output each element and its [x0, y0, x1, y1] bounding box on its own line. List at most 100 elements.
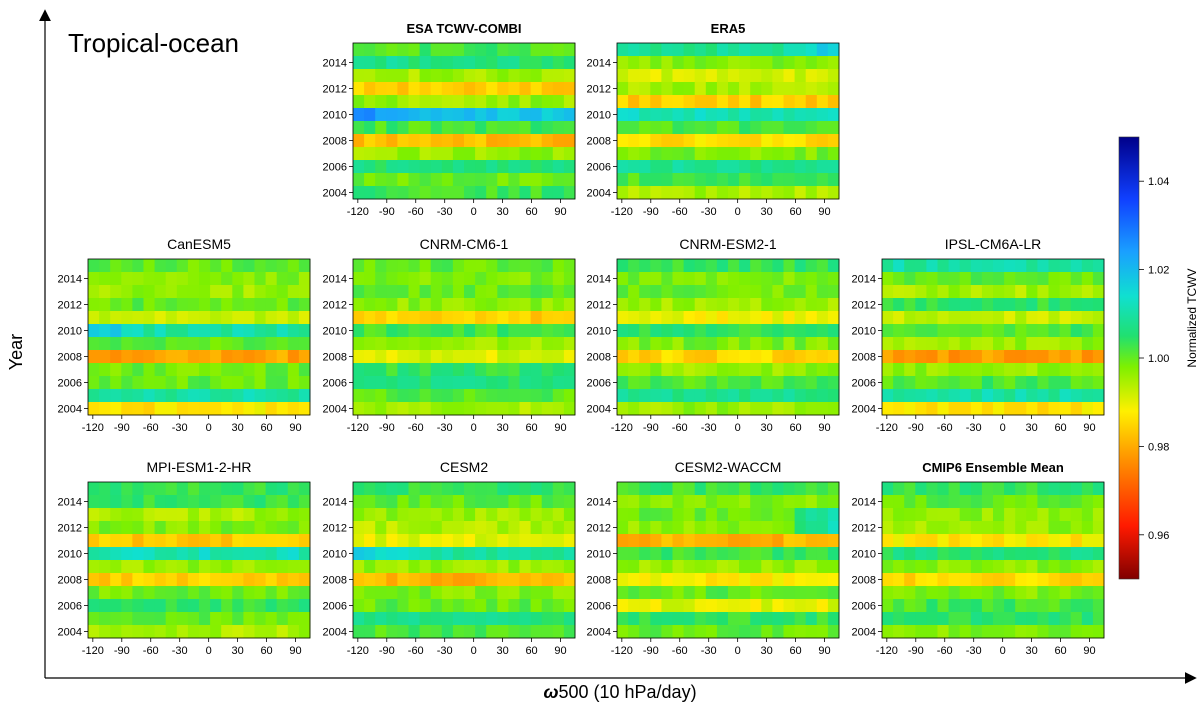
heatmap-cell — [683, 612, 696, 626]
heatmap-cell — [683, 534, 696, 548]
heatmap-cell — [541, 147, 554, 161]
heatmap-cell — [452, 547, 465, 561]
heatmap-cell — [287, 586, 300, 600]
heatmap-cell — [530, 586, 543, 600]
heatmap-cell — [650, 482, 662, 496]
heatmap-cell — [893, 389, 905, 403]
heatmap-cell — [508, 599, 520, 613]
heatmap-cell — [232, 573, 244, 587]
x-tick-label: 30 — [231, 645, 243, 657]
heatmap-cell — [397, 108, 409, 122]
heatmap-cell — [705, 311, 718, 325]
heatmap-cell — [110, 363, 122, 377]
heatmap-cell — [530, 534, 543, 548]
heatmap-cell — [353, 324, 365, 338]
heatmap-cell — [232, 272, 244, 286]
heatmap-cell — [783, 521, 795, 535]
heatmap-cell — [959, 573, 972, 587]
heatmap-cell — [364, 560, 376, 574]
heatmap-cell — [948, 259, 961, 273]
heatmap-cell — [628, 311, 640, 325]
heatmap-cell — [705, 586, 718, 600]
heatmap-cell — [1092, 389, 1105, 403]
heatmap-cell — [904, 508, 916, 522]
heatmap-cell — [243, 272, 255, 286]
heatmap-cell — [639, 95, 651, 109]
heatmap-cell — [1048, 547, 1060, 561]
heatmap-cell — [386, 363, 398, 377]
heatmap-cell — [430, 599, 443, 613]
heatmap-cell — [683, 272, 696, 286]
heatmap-cell — [265, 508, 278, 522]
heatmap-cell — [617, 337, 629, 351]
heatmap-cell — [552, 134, 565, 148]
heatmap-cell — [1026, 573, 1038, 587]
heatmap-cell — [419, 337, 432, 351]
heatmap-cell — [497, 108, 509, 122]
heatmap-cell — [419, 547, 432, 561]
heatmap-cell — [639, 586, 651, 600]
heatmap-cell — [794, 259, 807, 273]
y-tick-label: 2004 — [587, 404, 611, 416]
heatmap-cell — [353, 337, 365, 351]
heatmap-cell — [121, 389, 133, 403]
heatmap-cell — [497, 337, 509, 351]
heatmap-cell — [563, 108, 576, 122]
heatmap-cell — [110, 560, 122, 574]
heatmap-cell — [705, 108, 718, 122]
heatmap-cell — [959, 259, 972, 273]
heatmap-cell — [1059, 298, 1072, 312]
heatmap-cell — [661, 573, 673, 587]
heatmap-cell — [716, 337, 729, 351]
heatmap-cell — [475, 324, 487, 338]
heatmap-cell — [386, 298, 398, 312]
heatmap-cell — [254, 376, 266, 390]
heatmap-cell — [265, 521, 278, 535]
heatmap-cell — [353, 521, 365, 535]
heatmap-cell — [915, 389, 927, 403]
heatmap-cell — [1059, 324, 1072, 338]
heatmap-cell — [375, 259, 387, 273]
heatmap-cell — [375, 56, 387, 70]
heatmap-cell — [154, 534, 167, 548]
heatmap-cell — [88, 560, 100, 574]
heatmap-cell — [452, 121, 465, 135]
heatmap-cell — [441, 482, 454, 496]
heatmap-cell — [705, 298, 718, 312]
heatmap-cell — [705, 186, 718, 200]
heatmap-cell — [541, 625, 554, 639]
heatmap-cell — [353, 599, 365, 613]
heatmap-cell — [475, 43, 487, 57]
heatmap-cell — [430, 272, 443, 286]
heatmap-cell — [926, 508, 938, 522]
heatmap-cell — [452, 95, 465, 109]
heatmap-cell — [210, 534, 222, 548]
heatmap-cell — [1092, 482, 1105, 496]
heatmap-cell — [408, 363, 420, 377]
heatmap-cell — [783, 560, 795, 574]
y-tick-label: 2008 — [58, 352, 82, 364]
heatmap-cell — [419, 43, 432, 57]
heatmap-cell — [430, 147, 443, 161]
heatmap-cell — [882, 495, 894, 509]
heatmap-cell — [221, 625, 233, 639]
heatmap-cell — [287, 495, 300, 509]
heatmap-cell — [386, 108, 398, 122]
heatmap-cell — [386, 482, 398, 496]
heatmap-cell — [915, 586, 927, 600]
heatmap-cell — [353, 363, 365, 377]
heatmap-cell — [232, 285, 244, 299]
heatmap-cell — [1048, 285, 1060, 299]
heatmap-cell — [143, 272, 155, 286]
heatmap-cell — [970, 521, 983, 535]
heatmap-cell — [650, 534, 662, 548]
heatmap-cell — [893, 521, 905, 535]
heatmap-cell — [937, 376, 949, 390]
heatmap-cell — [154, 402, 167, 416]
heatmap-cell — [298, 534, 311, 548]
heatmap-cell — [816, 82, 829, 96]
heatmap-cell — [375, 547, 387, 561]
heatmap-cell — [694, 599, 707, 613]
heatmap-cell — [739, 95, 751, 109]
heatmap-cell — [464, 389, 476, 403]
